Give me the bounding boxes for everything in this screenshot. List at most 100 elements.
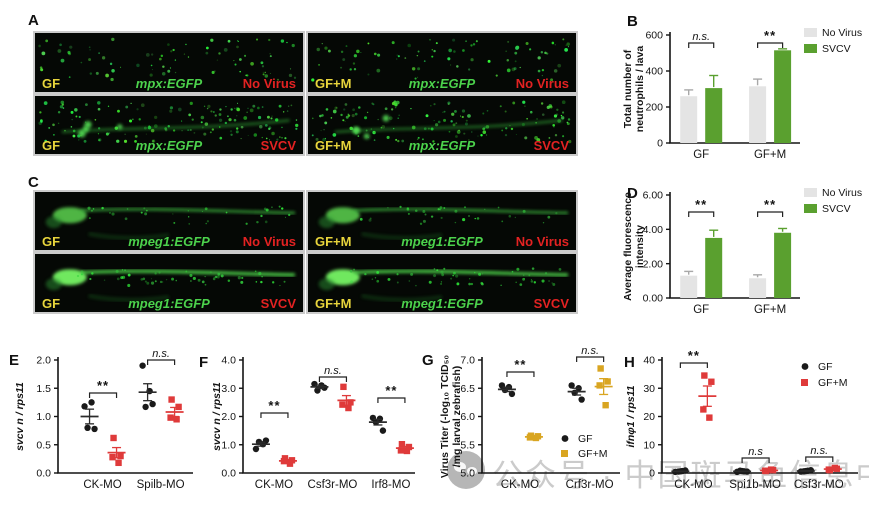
panel-label-g: G xyxy=(422,352,434,369)
svg-text:Total number of: Total number of xyxy=(622,49,634,128)
micrograph-reporter-label: mpx:EGFP xyxy=(408,76,476,91)
svg-text:5.0: 5.0 xyxy=(460,468,475,480)
svg-text:SVCV: SVCV xyxy=(822,203,851,215)
svg-text:No Virus: No Virus xyxy=(822,187,862,199)
svg-text:ifnφ1 / rps11: ifnφ1 / rps11 xyxy=(625,385,637,447)
svg-text:SVCV: SVCV xyxy=(822,43,851,55)
svg-text:4.0: 4.0 xyxy=(221,355,236,367)
svg-text:n.s.: n.s. xyxy=(810,445,828,457)
svg-text:6.0: 6.0 xyxy=(460,411,475,423)
panel-e-scatter-chart: 0.0 0.5 1.0 1.5 2.0 svcv n / rps11 CK-MO ** Spil… xyxy=(8,348,208,514)
svg-text:intensity: intensity xyxy=(634,225,646,268)
svg-text:GF: GF xyxy=(693,149,709,161)
svg-text:20: 20 xyxy=(643,411,655,423)
svg-text:**: ** xyxy=(97,378,109,393)
svg-text:**: ** xyxy=(385,383,397,398)
micrograph-condition-label: No Virus xyxy=(515,234,569,249)
micrograph-condition-label: SVCV xyxy=(533,296,569,311)
micrograph-reporter-label: mpeg1:EGFP xyxy=(401,234,483,249)
svg-text:2.0: 2.0 xyxy=(221,411,236,423)
svg-text:n.s: n.s xyxy=(748,446,763,458)
panel-f-scatter-chart: 0.0 1.0 2.0 3.0 4.0 svcv n / rps11 CK-MO ** Csf3… xyxy=(208,350,440,514)
svg-text:2.0: 2.0 xyxy=(36,355,51,367)
micrograph-condition-label: No Virus xyxy=(242,234,296,249)
svg-text:GF: GF xyxy=(693,304,709,316)
svg-text:**: ** xyxy=(764,28,776,43)
micrograph-reporter-label: mpeg1:EGFP xyxy=(128,234,210,249)
micrograph-group-label: GF+M xyxy=(315,296,352,311)
svg-text:4.00: 4.00 xyxy=(643,224,664,236)
svg-text:1.0: 1.0 xyxy=(36,411,51,423)
micrograph-group-label: GF xyxy=(42,296,61,311)
svg-text:**: ** xyxy=(695,197,707,212)
svg-text:Spi1b-MO: Spi1b-MO xyxy=(729,479,781,491)
panel-label-e: E xyxy=(9,352,20,369)
micrograph-group-label: GF xyxy=(42,234,61,249)
micrograph-group-label: GF xyxy=(42,138,61,153)
svg-text:2.00: 2.00 xyxy=(643,258,664,270)
svg-text:10: 10 xyxy=(643,439,655,451)
svg-text:**: ** xyxy=(514,357,526,372)
svg-text:Virus Titer (-log₁₀ TCID₅₀: Virus Titer (-log₁₀ TCID₅₀ xyxy=(439,355,451,479)
svg-text:GF+M: GF+M xyxy=(754,304,786,316)
micrograph-a-4: GF+M mpx:EGFP SVCV xyxy=(306,94,578,156)
svg-text:400: 400 xyxy=(645,66,663,78)
svg-text:CK-MO: CK-MO xyxy=(83,479,121,491)
svg-text:n.s.: n.s. xyxy=(324,365,342,377)
svg-text:svcv n / rps11: svcv n / rps11 xyxy=(14,382,26,451)
micrograph-condition-label: No Virus xyxy=(242,76,296,91)
micrograph-c-2: GF+M mpeg1:EGFP No Virus xyxy=(306,190,578,252)
micrograph-condition-label: SVCV xyxy=(260,296,296,311)
svg-text:GF: GF xyxy=(578,433,593,445)
svg-text:40: 40 xyxy=(643,355,655,367)
micrograph-reporter-label: mpx:EGFP xyxy=(135,76,203,91)
svg-text:1.5: 1.5 xyxy=(36,383,51,395)
svg-text:0: 0 xyxy=(649,468,655,480)
svg-text:0.0: 0.0 xyxy=(36,468,51,480)
svg-text:**: ** xyxy=(688,348,700,363)
svg-text:Spilb-MO: Spilb-MO xyxy=(137,479,185,491)
micrograph-reporter-label: mpx:EGFP xyxy=(408,138,476,153)
svg-text:n.s.: n.s. xyxy=(152,348,170,360)
micrograph-reporter-label: mpeg1:EGFP xyxy=(128,296,210,311)
micrograph-a-3: GF mpx:EGFP SVCV xyxy=(33,94,305,156)
svg-text:Crf3r-MO: Crf3r-MO xyxy=(566,479,614,491)
panel-label-h: H xyxy=(624,354,635,371)
svg-text:7.0: 7.0 xyxy=(460,355,475,367)
svg-text:CK-MO: CK-MO xyxy=(255,479,293,491)
svg-text:CK-MO: CK-MO xyxy=(674,479,712,491)
svg-text:200: 200 xyxy=(645,102,663,114)
svg-text:GF+M: GF+M xyxy=(578,448,607,460)
panel-label-b: B xyxy=(627,13,638,30)
svg-text:neutrophils / lava: neutrophils / lava xyxy=(634,46,646,133)
micrograph-reporter-label: mpx:EGFP xyxy=(135,138,203,153)
micrograph-group-label: GF+M xyxy=(315,76,352,91)
svg-text:n.s.: n.s. xyxy=(692,31,710,43)
svg-text:6.00: 6.00 xyxy=(643,190,664,202)
micrograph-c-4: GF+M mpeg1:EGFP SVCV xyxy=(306,252,578,314)
micrograph-reporter-label: mpeg1:EGFP xyxy=(401,296,483,311)
micrograph-condition-label: SVCV xyxy=(260,138,296,153)
panel-d-bar-chart: 0.00 2.00 4.00 6.00 Average fluorescence inte… xyxy=(598,182,869,345)
svg-text:GF: GF xyxy=(818,361,833,373)
svg-text:0.00: 0.00 xyxy=(643,293,664,305)
svg-text:0: 0 xyxy=(657,138,663,150)
svg-text:Csf3r-MO: Csf3r-MO xyxy=(308,479,358,491)
panel-label-d: D xyxy=(627,185,638,202)
svg-text:GF+M: GF+M xyxy=(754,149,786,161)
micrograph-group-label: GF xyxy=(42,76,61,91)
svg-text:CK-MO: CK-MO xyxy=(501,479,539,491)
micrograph-condition-label: No Virus xyxy=(515,76,569,91)
svg-text:**: ** xyxy=(764,197,776,212)
panel-h-scatter-chart: 0 10 20 30 40 ifnφ1 / rps11 CK-MO ** Spi1b-MO n.s… xyxy=(618,348,869,514)
svg-text:600: 600 xyxy=(645,30,663,42)
micrograph-condition-label: SVCV xyxy=(533,138,569,153)
panel-label-a: A xyxy=(28,12,39,29)
svg-text:**: ** xyxy=(268,398,280,413)
svg-text:5.5: 5.5 xyxy=(460,439,475,451)
svg-text:No Virus: No Virus xyxy=(822,27,862,39)
svg-text:0.5: 0.5 xyxy=(36,439,51,451)
panel-g-scatter-chart: 5.0 5.5 6.0 6.5 7.0 Virus Titer (-log₁₀ TCID₅… xyxy=(439,345,642,514)
svg-text:/mg larval zebrafish): /mg larval zebrafish) xyxy=(451,366,463,468)
